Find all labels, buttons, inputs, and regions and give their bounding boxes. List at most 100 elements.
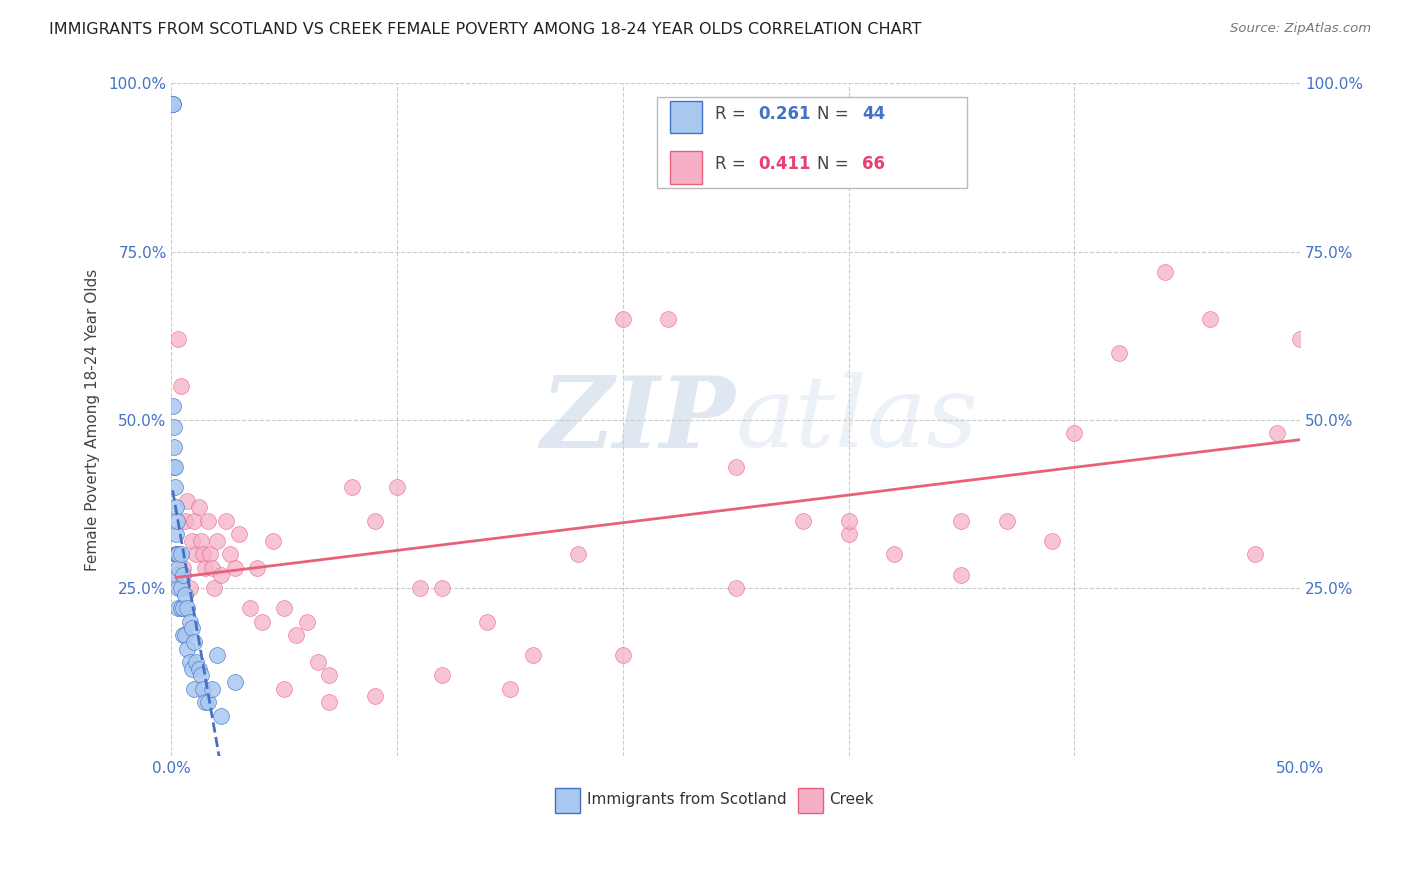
- Point: [205, 533, 228, 548]
- Point: [1153, 265, 1175, 279]
- Point: [167, 547, 190, 561]
- Text: 66: 66: [862, 155, 886, 173]
- Point: [522, 648, 544, 663]
- Point: [198, 547, 221, 561]
- Point: [169, 601, 191, 615]
- Text: N =: N =: [817, 104, 853, 123]
- Point: [1244, 547, 1267, 561]
- Point: [176, 641, 198, 656]
- Point: [363, 689, 385, 703]
- Point: [162, 400, 184, 414]
- Point: [295, 615, 318, 629]
- Point: [166, 514, 188, 528]
- Point: [183, 635, 205, 649]
- Point: [165, 500, 187, 515]
- Text: R =: R =: [716, 104, 751, 123]
- Point: [1108, 345, 1130, 359]
- Text: 0.411: 0.411: [758, 155, 811, 173]
- Y-axis label: Female Poverty Among 18-24 Year Olds: Female Poverty Among 18-24 Year Olds: [86, 268, 100, 571]
- Bar: [797, 788, 823, 814]
- Point: [1289, 332, 1312, 346]
- Text: ZIP: ZIP: [541, 372, 735, 468]
- Point: [340, 480, 363, 494]
- Point: [174, 628, 197, 642]
- Point: [183, 514, 205, 528]
- Point: [409, 581, 432, 595]
- Point: [224, 561, 246, 575]
- Point: [167, 581, 190, 595]
- Bar: [671, 101, 702, 133]
- Point: [246, 561, 269, 575]
- Point: [250, 615, 273, 629]
- Point: [228, 527, 250, 541]
- Point: [167, 561, 190, 575]
- Point: [499, 681, 522, 696]
- Point: [180, 621, 202, 635]
- Point: [186, 547, 208, 561]
- Point: [163, 440, 186, 454]
- Point: [163, 419, 186, 434]
- Point: [724, 459, 747, 474]
- Point: [219, 547, 242, 561]
- Point: [724, 581, 747, 595]
- Point: [166, 547, 188, 561]
- Point: [477, 615, 499, 629]
- Point: [169, 379, 191, 393]
- Point: [273, 601, 295, 615]
- Point: [165, 547, 187, 561]
- Point: [167, 601, 190, 615]
- Point: [174, 588, 197, 602]
- Point: [239, 601, 262, 615]
- Point: [172, 601, 194, 615]
- Point: [186, 655, 208, 669]
- Point: [838, 527, 860, 541]
- Point: [172, 561, 194, 575]
- Point: [191, 547, 214, 561]
- Text: Creek: Creek: [830, 792, 875, 807]
- Text: N =: N =: [817, 155, 853, 173]
- Point: [174, 514, 197, 528]
- Point: [209, 567, 232, 582]
- Point: [1040, 533, 1063, 548]
- Point: [792, 514, 814, 528]
- Point: [205, 648, 228, 663]
- Point: [318, 668, 340, 682]
- Point: [183, 681, 205, 696]
- Point: [191, 681, 214, 696]
- Text: IMMIGRANTS FROM SCOTLAND VS CREEK FEMALE POVERTY AMONG 18-24 YEAR OLDS CORRELATI: IMMIGRANTS FROM SCOTLAND VS CREEK FEMALE…: [49, 22, 922, 37]
- Point: [187, 662, 209, 676]
- Point: [190, 533, 212, 548]
- Point: [197, 695, 219, 709]
- Point: [224, 675, 246, 690]
- Text: Source: ZipAtlas.com: Source: ZipAtlas.com: [1230, 22, 1371, 36]
- Point: [883, 547, 905, 561]
- Point: [318, 695, 340, 709]
- Point: [162, 96, 184, 111]
- Text: Immigrants from Scotland: Immigrants from Scotland: [586, 792, 786, 807]
- Point: [363, 514, 385, 528]
- Point: [307, 655, 329, 669]
- Point: [162, 96, 184, 111]
- Text: 0.261: 0.261: [758, 104, 811, 123]
- Point: [612, 648, 634, 663]
- Point: [201, 561, 224, 575]
- Point: [202, 581, 225, 595]
- Point: [169, 581, 191, 595]
- Point: [950, 514, 973, 528]
- Bar: [555, 788, 581, 814]
- Point: [163, 480, 186, 494]
- Point: [284, 628, 307, 642]
- Point: [165, 527, 187, 541]
- Point: [180, 533, 202, 548]
- Point: [215, 514, 238, 528]
- Point: [838, 514, 860, 528]
- Point: [169, 547, 191, 561]
- Text: atlas: atlas: [735, 372, 979, 467]
- Point: [179, 581, 201, 595]
- Point: [172, 628, 194, 642]
- Point: [262, 533, 284, 548]
- Point: [179, 615, 201, 629]
- Point: [194, 561, 217, 575]
- Point: [612, 312, 634, 326]
- Point: [950, 567, 973, 582]
